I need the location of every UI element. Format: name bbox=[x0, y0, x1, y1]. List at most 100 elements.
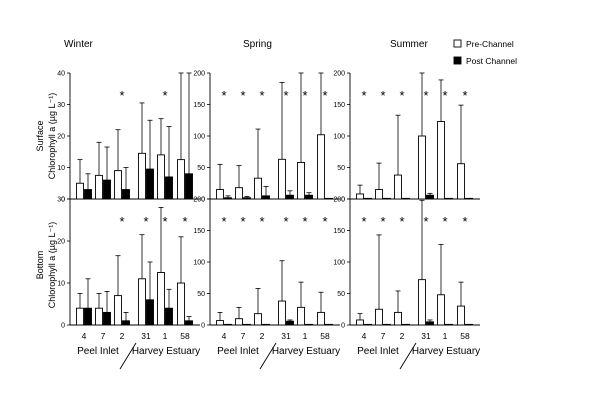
bar-post-channel-31 bbox=[286, 320, 294, 326]
category-label-31: 31 bbox=[281, 331, 291, 341]
y-tick-label: 20 bbox=[57, 134, 65, 141]
category-label-31: 31 bbox=[141, 331, 151, 341]
y-tick-label: 0 bbox=[61, 197, 65, 204]
y-tick-label: 200 bbox=[193, 71, 205, 78]
bar-pre-channel-58 bbox=[317, 134, 325, 200]
bar-post-channel-7 bbox=[103, 179, 111, 200]
bar-pre-channel-2 bbox=[254, 177, 262, 200]
y-tick-label: 50 bbox=[337, 165, 345, 172]
group-label-harvey-estuary: Harvey Estuary bbox=[272, 346, 340, 357]
significance-star-1: * bbox=[302, 88, 307, 103]
category-label-58: 58 bbox=[320, 331, 330, 341]
bar-pre-channel-4 bbox=[76, 307, 84, 326]
y-tick-label: 0 bbox=[341, 197, 345, 204]
y-tick-label: 10 bbox=[57, 281, 65, 288]
y-tick-label: 0 bbox=[341, 323, 345, 330]
significance-star-58: * bbox=[462, 214, 467, 229]
bar-pre-channel-1 bbox=[157, 272, 165, 326]
y-tick-label: 0 bbox=[201, 197, 205, 204]
bar-post-channel-2 bbox=[402, 197, 410, 200]
group-labels: Peel Inlet Harvey Estuary Peel Inlet Harvey… bbox=[77, 342, 480, 370]
bar-pre-channel-31 bbox=[418, 135, 426, 200]
bar-pre-channel-58 bbox=[317, 311, 325, 326]
bar-post-channel-2 bbox=[402, 323, 410, 326]
bar-post-channel-1 bbox=[165, 307, 173, 326]
panel-winter-bottom: 0 10 20 30 4 7 * 2 * 31 * 1 * 58 bbox=[57, 197, 200, 341]
bar-pre-channel-4 bbox=[356, 319, 364, 326]
significance-star-7: * bbox=[380, 214, 385, 229]
row-label-surface-units: Chlorophyll a (µg L⁻¹) bbox=[47, 93, 57, 179]
row-label-bottom-units: Chlorophyll a (µg L⁻¹) bbox=[47, 222, 57, 308]
y-tick-label: 100 bbox=[193, 260, 205, 267]
category-label-7: 7 bbox=[381, 331, 386, 341]
bar-pre-channel-2 bbox=[114, 170, 122, 200]
category-label-1: 1 bbox=[443, 331, 448, 341]
y-tick-label: 200 bbox=[193, 197, 205, 204]
bar-post-channel-2 bbox=[122, 320, 130, 326]
category-label-7: 7 bbox=[101, 331, 106, 341]
bar-pre-channel-58 bbox=[457, 163, 465, 200]
significance-star-7: * bbox=[380, 88, 385, 103]
bar-post-channel-31 bbox=[426, 194, 434, 200]
y-tick-label: 150 bbox=[193, 102, 205, 109]
bar-post-channel-1 bbox=[445, 323, 453, 326]
row-label-bottom: Bottom bbox=[35, 251, 45, 280]
bar-post-channel-2 bbox=[262, 323, 270, 326]
y-tick-label: 150 bbox=[193, 228, 205, 235]
bar-pre-channel-58 bbox=[457, 305, 465, 326]
bar-post-channel-58 bbox=[325, 323, 333, 326]
y-tick-label: 200 bbox=[333, 197, 345, 204]
significance-star-7: * bbox=[240, 88, 245, 103]
bar-pre-channel-4 bbox=[76, 182, 84, 200]
group-label-peel-inlet: Peel Inlet bbox=[357, 346, 399, 357]
category-label-31: 31 bbox=[421, 331, 431, 341]
bar-post-channel-58 bbox=[465, 323, 473, 326]
y-tick-label: 100 bbox=[333, 134, 345, 141]
y-tick-label: 150 bbox=[333, 102, 345, 109]
column-title-summer: Summer bbox=[390, 39, 428, 50]
bar-post-channel-31 bbox=[426, 321, 434, 326]
y-tick-label: 40 bbox=[57, 71, 65, 78]
bar-pre-channel-2 bbox=[394, 174, 402, 200]
significance-star-2: * bbox=[259, 214, 264, 229]
bar-post-channel-4 bbox=[224, 197, 232, 200]
category-label-1: 1 bbox=[303, 331, 308, 341]
bar-pre-channel-2 bbox=[114, 295, 122, 326]
panel-winter-surface: 0 10 20 30 40 * * bbox=[57, 71, 200, 204]
bar-pre-channel-1 bbox=[437, 121, 445, 200]
y-tick-label: 20 bbox=[57, 239, 65, 246]
y-tick-label: 150 bbox=[333, 228, 345, 235]
significance-star-4: * bbox=[361, 214, 366, 229]
panel-spring-bottom: 0 50 100 150 200 * 4 * 7 * 2 * 31 * 1 * 58 bbox=[193, 197, 340, 341]
y-tick-label: 10 bbox=[57, 165, 65, 172]
bar-pre-channel-4 bbox=[216, 189, 224, 200]
bar-post-channel-1 bbox=[445, 197, 453, 200]
significance-star-31: * bbox=[143, 214, 148, 229]
legend-label-pre-channel: Pre-Channel bbox=[466, 39, 514, 49]
bar-pre-channel-1 bbox=[157, 154, 165, 200]
bar-post-channel-58 bbox=[325, 197, 333, 200]
category-label-2: 2 bbox=[120, 331, 125, 341]
column-title-winter: Winter bbox=[64, 39, 94, 50]
category-label-58: 58 bbox=[180, 331, 190, 341]
bar-post-channel-31 bbox=[286, 194, 294, 200]
bar-pre-channel-1 bbox=[297, 162, 305, 200]
y-tick-label: 50 bbox=[197, 165, 205, 172]
bar-pre-channel-31 bbox=[278, 158, 286, 200]
significance-star-31: * bbox=[423, 88, 428, 103]
y-tick-label: 100 bbox=[333, 260, 345, 267]
bar-pre-channel-7 bbox=[235, 187, 243, 200]
bar-post-channel-4 bbox=[84, 307, 92, 326]
bar-post-channel-2 bbox=[122, 189, 130, 200]
legend-swatch-pre-channel bbox=[453, 39, 462, 48]
significance-star-31: * bbox=[283, 214, 288, 229]
bar-post-channel-4 bbox=[84, 189, 92, 200]
category-label-1: 1 bbox=[163, 331, 168, 341]
y-tick-label: 50 bbox=[197, 291, 205, 298]
significance-star-2: * bbox=[259, 88, 264, 103]
y-tick-label: 30 bbox=[57, 197, 65, 204]
significance-star-58: * bbox=[322, 88, 327, 103]
bar-pre-channel-7 bbox=[235, 318, 243, 326]
bar-pre-channel-7 bbox=[95, 174, 103, 200]
